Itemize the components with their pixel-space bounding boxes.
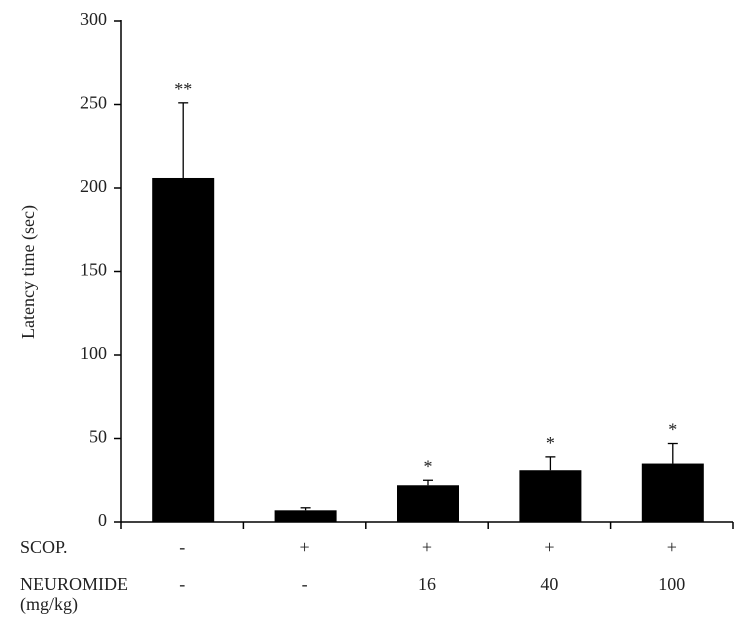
row-value: + (300, 537, 310, 557)
y-tick-label: 300 (80, 9, 107, 29)
row-value: + (544, 537, 554, 557)
significance-label: * (424, 456, 433, 476)
row-value: - (179, 574, 185, 594)
row-value: 40 (540, 574, 558, 594)
row-value: 100 (658, 574, 685, 594)
row-value: + (667, 537, 677, 557)
y-tick-label: 100 (80, 343, 107, 363)
y-axis-title: Latency time (sec) (18, 205, 39, 339)
row-value: 16 (418, 574, 436, 594)
row-label: SCOP. (20, 537, 68, 557)
significance-label: * (668, 420, 677, 440)
significance-label: ** (174, 79, 192, 99)
bar (641, 463, 704, 522)
bar (519, 470, 582, 522)
row-value: - (179, 537, 185, 557)
y-tick-label: 150 (80, 260, 107, 280)
bar (397, 485, 459, 522)
y-tick-label: 250 (80, 93, 107, 113)
y-tick-label: 50 (89, 427, 107, 447)
row-value: + (422, 537, 432, 557)
row-sublabel: (mg/kg) (20, 594, 78, 615)
bar (274, 510, 337, 522)
row-value: - (302, 574, 308, 594)
bar (152, 177, 215, 523)
significance-label: * (546, 433, 555, 453)
y-tick-label: 0 (98, 510, 107, 530)
y-tick-label: 200 (80, 176, 107, 196)
row-label: NEUROMIDE (20, 574, 128, 594)
